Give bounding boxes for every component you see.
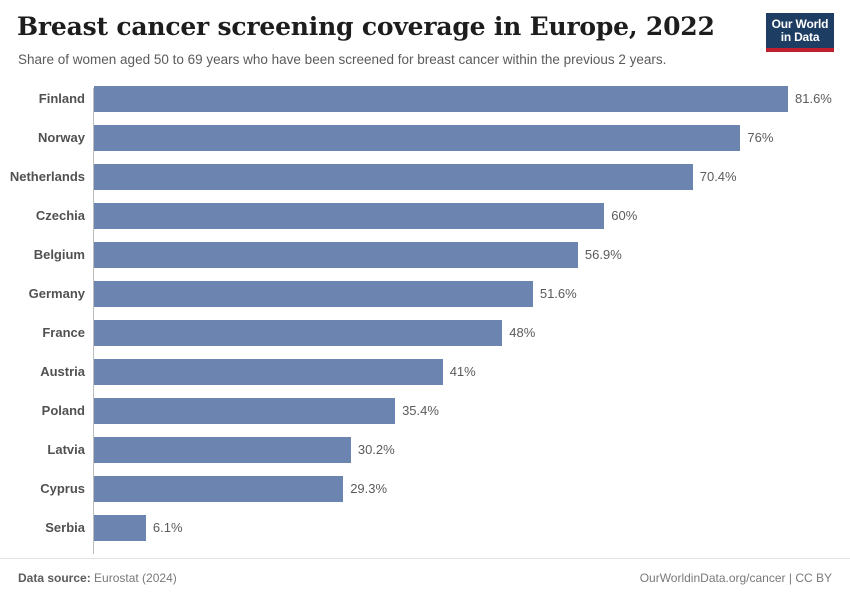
- bar-value-label: 30.2%: [357, 442, 395, 457]
- data-source-label: Data source:: [18, 571, 91, 585]
- bar[interactable]: [94, 242, 578, 268]
- bar-category-label: Serbia: [45, 520, 85, 535]
- bar[interactable]: [94, 398, 396, 424]
- bar[interactable]: [94, 476, 344, 502]
- bar-category-label: France: [42, 325, 85, 340]
- bar-value-label: 76%: [747, 130, 774, 145]
- bar-row: Finland 81.6%: [0, 86, 850, 125]
- bar-value-label: 6.1%: [152, 520, 183, 535]
- bar-value-label: 56.9%: [584, 247, 622, 262]
- bar-row: Austria 41%: [0, 359, 850, 398]
- bar-category-label: Poland: [41, 403, 85, 418]
- bar-value-label: 35.4%: [402, 403, 439, 418]
- bar[interactable]: [94, 281, 533, 307]
- bar[interactable]: [94, 359, 443, 385]
- bar-category-label: Austria: [40, 364, 85, 379]
- chart-subtitle: Share of women aged 50 to 69 years who h…: [18, 52, 667, 67]
- bar[interactable]: [94, 203, 605, 229]
- bar-value-label: 29.3%: [350, 481, 388, 496]
- bar-row: Belgium 56.9%: [0, 242, 850, 281]
- bar[interactable]: [94, 320, 503, 346]
- bar-value-label: 70.4%: [699, 169, 737, 184]
- bar-row: Germany 51.6%: [0, 281, 850, 320]
- logo-line-1: Our World: [771, 17, 829, 31]
- bar-row: Latvia 30.2%: [0, 437, 850, 476]
- bar-value-label: 81.6%: [795, 91, 832, 106]
- bar-value-label: 51.6%: [539, 286, 577, 301]
- bar[interactable]: [94, 515, 146, 541]
- bar-value-label: 41%: [449, 364, 476, 379]
- bar-value-label: 48%: [509, 325, 536, 340]
- bar-category-label: Germany: [28, 286, 85, 301]
- bar-row: Cyprus 29.3%: [0, 476, 850, 515]
- bar-category-label: Czechia: [35, 208, 85, 223]
- bar[interactable]: [94, 437, 351, 463]
- bar-category-label: Latvia: [47, 442, 85, 457]
- page-title: Breast cancer screening coverage in Euro…: [17, 12, 715, 41]
- bar[interactable]: [94, 86, 788, 112]
- plot-area: Finland 81.6% Norway 76% Netherlands 70.4% Cze…: [0, 86, 850, 554]
- our-world-in-data-logo[interactable]: Our World in Data: [766, 13, 834, 52]
- bar-row: Czechia 60%: [0, 203, 850, 242]
- attribution-link[interactable]: OurWorldinData.org/cancer | CC BY: [639, 571, 832, 585]
- bar-category-label: Cyprus: [40, 481, 85, 496]
- bar-category-label: Norway: [38, 130, 85, 145]
- logo-line-2: in Data: [780, 30, 820, 44]
- chart-footer: Data source: Eurostat (2024) OurWorldinD…: [0, 558, 850, 601]
- bar-row: Poland 35.4%: [0, 398, 850, 437]
- bar-category-label: Belgium: [33, 247, 85, 262]
- bar-row: France 48%: [0, 320, 850, 359]
- bar-value-label: 60%: [611, 208, 638, 223]
- bar-row: Serbia 6.1%: [0, 515, 850, 554]
- chart-header: Breast cancer screening coverage in Euro…: [0, 0, 850, 80]
- bar[interactable]: [94, 125, 741, 151]
- bar-row: Norway 76%: [0, 125, 850, 164]
- bar-row: Netherlands 70.4%: [0, 164, 850, 203]
- bar[interactable]: [94, 164, 693, 190]
- data-source: Data source: Eurostat (2024): [18, 571, 177, 585]
- bar-category-label: Finland: [38, 91, 85, 106]
- bar-list: Finland 81.6% Norway 76% Netherlands 70.4% Cze…: [0, 86, 850, 554]
- data-source-value: Eurostat (2024): [90, 571, 177, 585]
- y-axis-line: [93, 88, 94, 554]
- bar-category-label: Netherlands: [9, 169, 85, 184]
